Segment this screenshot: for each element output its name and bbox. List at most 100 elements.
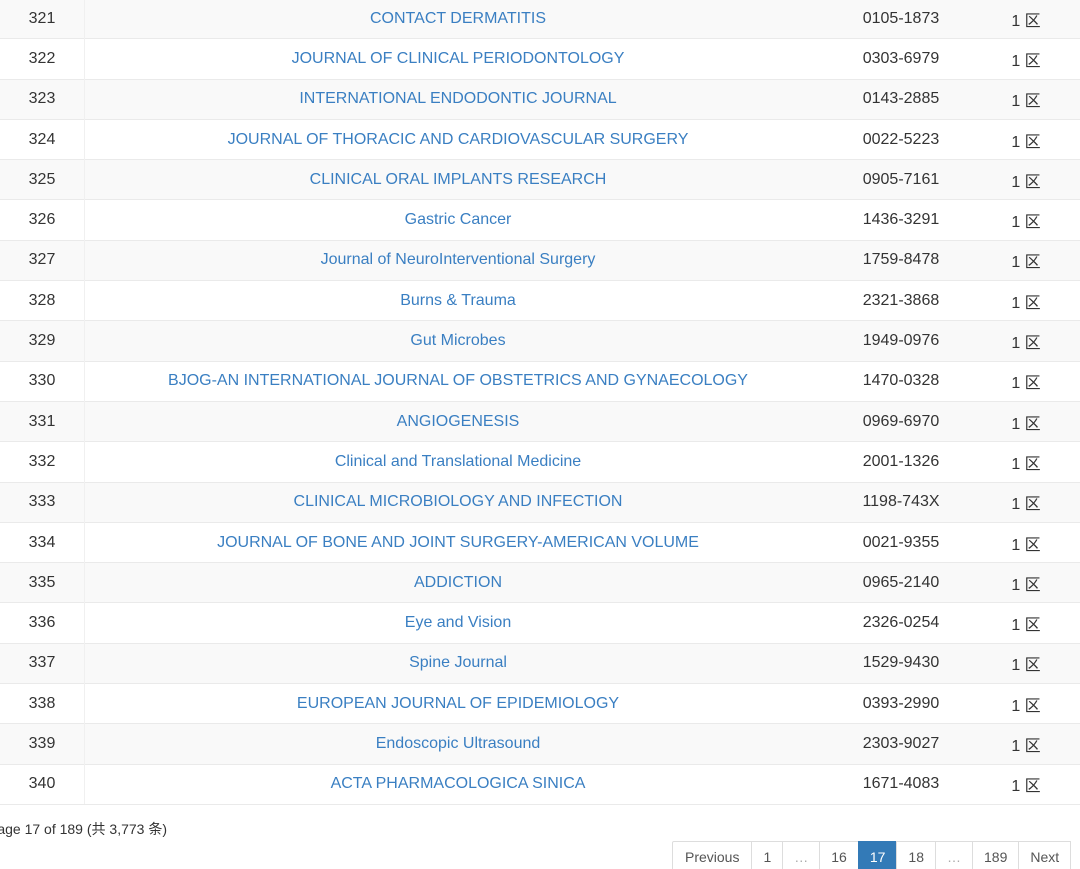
- rank-cell: 332: [0, 441, 85, 483]
- journal-title-cell: BJOG-AN INTERNATIONAL JOURNAL OF OBSTETR…: [84, 360, 831, 402]
- pagination-previous-button[interactable]: Previous: [672, 841, 753, 869]
- journal-title-cell: INTERNATIONAL ENDODONTIC JOURNAL: [84, 78, 831, 120]
- rank-cell: 339: [0, 723, 85, 765]
- table-row: 333 CLINICAL MICROBIOLOGY AND INFECTION 11…: [0, 481, 1080, 523]
- table-row: 323 INTERNATIONAL ENDODONTIC JOURNAL 0143-…: [0, 78, 1080, 120]
- table-row: 328 Burns & Trauma 2321-3868 1 区: [0, 280, 1080, 321]
- rank-cell: 323: [0, 78, 85, 120]
- issn-cell: 0021-9355: [831, 521, 971, 563]
- zone-cell: 1 区: [971, 0, 1080, 39]
- pagination: Previous 1 … 16 17 18 … 189 Next: [672, 841, 1072, 869]
- table-row: 331 ANGIOGENESIS 0969-6970 1 区: [0, 400, 1080, 442]
- zone-cell: 1 区: [971, 602, 1080, 644]
- journal-title-link[interactable]: JOURNAL OF THORACIC AND CARDIOVASCULAR S…: [227, 130, 689, 148]
- zone-cell: 1 区: [971, 78, 1080, 120]
- issn-cell: 1949-0976: [831, 320, 971, 362]
- rank-cell: 334: [0, 521, 85, 563]
- zone-cell: 1 区: [971, 280, 1080, 321]
- journal-title-cell: Clinical and Translational Medicine: [84, 441, 831, 483]
- zone-cell: 1 区: [971, 320, 1080, 362]
- rank-cell: 329: [0, 320, 85, 362]
- zone-cell: 1 区: [971, 763, 1080, 805]
- journal-title-cell: Journal of NeuroInterventional Surgery: [84, 239, 831, 281]
- pagination-ellipsis-left: …: [782, 841, 821, 869]
- journal-title-cell: ANGIOGENESIS: [84, 400, 831, 442]
- journal-title-link[interactable]: CONTACT DERMATITIS: [370, 9, 546, 27]
- table-row: 337 Spine Journal 1529-9430 1 区: [0, 642, 1080, 684]
- zone-cell: 1 区: [971, 199, 1080, 241]
- zone-cell: 1 区: [971, 642, 1080, 684]
- pagination-page-189[interactable]: 189: [972, 841, 1020, 869]
- issn-cell: 2321-3868: [831, 280, 971, 321]
- journal-title-cell: Eye and Vision: [84, 602, 831, 644]
- journal-title-link[interactable]: Eye and Vision: [404, 614, 512, 632]
- journal-title-link[interactable]: ADDICTION: [414, 573, 502, 591]
- journal-title-link[interactable]: Burns & Trauma: [400, 291, 516, 309]
- zone-cell: 1 区: [971, 562, 1080, 603]
- rank-cell: 340: [0, 763, 85, 805]
- journal-title-cell: Spine Journal: [84, 642, 831, 684]
- zone-cell: 1 区: [971, 400, 1080, 442]
- zone-cell: 1 区: [971, 239, 1080, 281]
- pagination-page-16[interactable]: 16: [819, 841, 859, 869]
- journal-title-link[interactable]: Journal of NeuroInterventional Surgery: [320, 251, 596, 269]
- journal-title-cell: JOURNAL OF THORACIC AND CARDIOVASCULAR S…: [84, 118, 831, 160]
- issn-cell: 1671-4083: [831, 763, 971, 805]
- journal-title-cell: ACTA PHARMACOLOGICA SINICA: [84, 763, 831, 805]
- journal-title-link[interactable]: INTERNATIONAL ENDODONTIC JOURNAL: [299, 90, 617, 108]
- rank-cell: 331: [0, 400, 85, 442]
- issn-cell: 2326-0254: [831, 602, 971, 644]
- journal-table-body: 321 CONTACT DERMATITIS 0105-1873 1 区 322 JOUR…: [0, 0, 1080, 805]
- journal-title-cell: EUROPEAN JOURNAL OF EPIDEMIOLOGY: [84, 683, 831, 724]
- issn-cell: 1529-9430: [831, 642, 971, 684]
- journal-title-link[interactable]: Clinical and Translational Medicine: [334, 452, 582, 470]
- journal-title-link[interactable]: CLINICAL MICROBIOLOGY AND INFECTION: [293, 493, 623, 511]
- pagination-page-18[interactable]: 18: [896, 841, 936, 869]
- table-row: 339 Endoscopic Ultrasound 2303-9027 1 区: [0, 723, 1080, 765]
- pagination-next-button[interactable]: Next: [1018, 841, 1072, 869]
- issn-cell: 0905-7161: [831, 159, 971, 200]
- journal-title-cell: CLINICAL MICROBIOLOGY AND INFECTION: [84, 481, 831, 523]
- journal-title-link[interactable]: Gut Microbes: [410, 332, 506, 350]
- rank-cell: 324: [0, 118, 85, 160]
- rank-cell: 336: [0, 602, 85, 644]
- rank-cell: 338: [0, 683, 85, 724]
- journal-title-link[interactable]: Spine Journal: [409, 654, 507, 672]
- issn-cell: 2001-1326: [831, 441, 971, 483]
- table-row: 332 Clinical and Translational Medicine 20…: [0, 441, 1080, 483]
- table-row: 336 Eye and Vision 2326-0254 1 区: [0, 602, 1080, 644]
- journal-title-link[interactable]: BJOG-AN INTERNATIONAL JOURNAL OF OBSTETR…: [168, 372, 748, 390]
- zone-cell: 1 区: [971, 723, 1080, 765]
- issn-cell: 0969-6970: [831, 400, 971, 442]
- journal-title-link[interactable]: ANGIOGENESIS: [396, 412, 520, 430]
- zone-cell: 1 区: [971, 38, 1080, 80]
- issn-cell: 0105-1873: [831, 0, 971, 39]
- issn-cell: 0393-2990: [831, 683, 971, 724]
- rank-cell: 326: [0, 199, 85, 241]
- rank-cell: 330: [0, 360, 85, 402]
- issn-cell: 1759-8478: [831, 239, 971, 281]
- table-row: 321 CONTACT DERMATITIS 0105-1873 1 区: [0, 0, 1080, 39]
- issn-cell: 1470-0328: [831, 360, 971, 402]
- journal-title-link[interactable]: CLINICAL ORAL IMPLANTS RESEARCH: [309, 170, 607, 188]
- journal-title-cell: CONTACT DERMATITIS: [84, 0, 831, 39]
- pagination-ellipsis-right: …: [935, 841, 973, 869]
- journal-title-link[interactable]: Endoscopic Ultrasound: [375, 734, 541, 752]
- journal-title-cell: Burns & Trauma: [84, 280, 831, 321]
- journal-title-cell: Gut Microbes: [84, 320, 831, 362]
- rank-cell: 322: [0, 38, 85, 80]
- journal-title-link[interactable]: ACTA PHARMACOLOGICA SINICA: [330, 775, 586, 793]
- pagination-current-page[interactable]: 17: [857, 841, 898, 869]
- table-row: 322 JOURNAL OF CLINICAL PERIODONTOLOGY 030…: [0, 38, 1080, 80]
- issn-cell: 0022-5223: [831, 118, 971, 160]
- journal-title-link[interactable]: EUROPEAN JOURNAL OF EPIDEMIOLOGY: [296, 694, 620, 712]
- zone-cell: 1 区: [971, 360, 1080, 402]
- journal-title-link[interactable]: JOURNAL OF BONE AND JOINT SURGERY-AMERIC…: [217, 533, 699, 551]
- issn-cell: 0303-6979: [831, 38, 971, 80]
- zone-cell: 1 区: [971, 481, 1080, 523]
- pagination-page-1[interactable]: 1: [751, 841, 784, 869]
- rank-cell: 321: [0, 0, 85, 39]
- zone-cell: 1 区: [971, 441, 1080, 483]
- journal-title-link[interactable]: Gastric Cancer: [404, 211, 512, 229]
- journal-title-link[interactable]: JOURNAL OF CLINICAL PERIODONTOLOGY: [291, 49, 625, 67]
